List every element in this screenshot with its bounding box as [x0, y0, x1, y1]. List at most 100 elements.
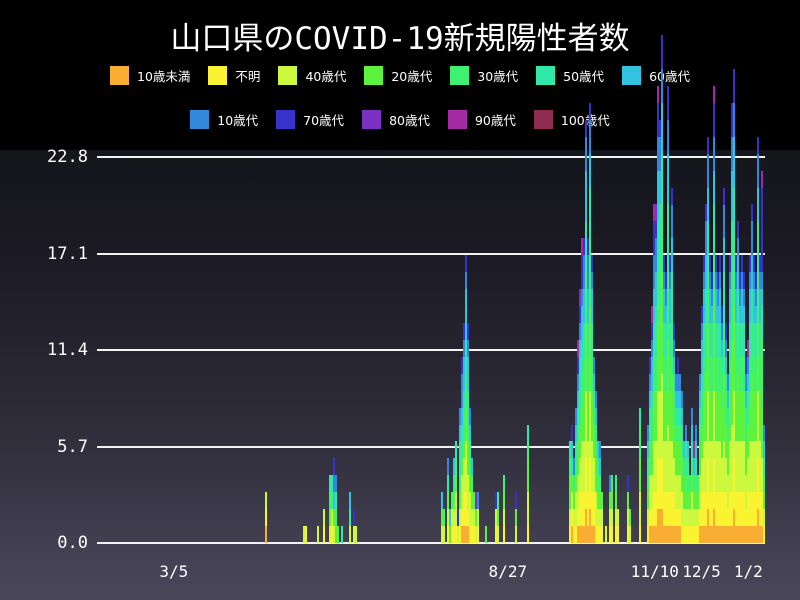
bar-column[interactable] — [749, 255, 751, 543]
bar-column[interactable] — [583, 238, 585, 543]
bar-column[interactable] — [763, 424, 765, 543]
bar-column[interactable] — [441, 492, 443, 543]
bar-column[interactable] — [671, 187, 673, 543]
bar-column[interactable] — [721, 306, 723, 543]
bar-column[interactable] — [573, 458, 575, 543]
bar-column[interactable] — [683, 441, 685, 543]
bar-column[interactable] — [735, 255, 737, 543]
bar-column[interactable] — [753, 255, 755, 543]
legend-item-10歳代[interactable]: 10歳代 — [190, 110, 258, 129]
bar-column[interactable] — [717, 272, 719, 543]
bar-column[interactable] — [467, 323, 469, 543]
bar-column[interactable] — [731, 102, 733, 543]
bar-column[interactable] — [705, 204, 707, 543]
bar-column[interactable] — [581, 238, 583, 543]
legend-item-40歳代[interactable]: 40歳代 — [278, 66, 346, 85]
bar-column[interactable] — [679, 373, 681, 543]
bar-column[interactable] — [695, 424, 697, 543]
bar-column[interactable] — [447, 458, 449, 543]
bar-column[interactable] — [355, 526, 357, 543]
bar-column[interactable] — [497, 492, 499, 543]
bar-column[interactable] — [503, 475, 505, 543]
bar-column[interactable] — [451, 492, 453, 543]
bar-column[interactable] — [611, 475, 613, 543]
bar-column[interactable] — [747, 339, 749, 543]
bar-column[interactable] — [449, 509, 451, 543]
bar-column[interactable] — [701, 306, 703, 543]
bar-column[interactable] — [739, 272, 741, 543]
bar-column[interactable] — [605, 526, 607, 543]
bar-column[interactable] — [665, 272, 667, 543]
bar-column[interactable] — [455, 441, 457, 543]
bar-column[interactable] — [599, 441, 601, 543]
bar-column[interactable] — [485, 526, 487, 543]
bar-column[interactable] — [661, 35, 663, 543]
bar-column[interactable] — [761, 170, 763, 543]
legend-item-60歳代[interactable]: 60歳代 — [622, 66, 690, 85]
bar-column[interactable] — [673, 323, 675, 543]
bar-column[interactable] — [577, 339, 579, 543]
bar-column[interactable] — [751, 204, 753, 543]
bar-column[interactable] — [465, 255, 467, 543]
bar-column[interactable] — [341, 526, 343, 543]
bar-column[interactable] — [265, 492, 267, 543]
bar-column[interactable] — [707, 136, 709, 543]
legend-item-100歳代[interactable]: 100歳代 — [533, 110, 610, 129]
bar-column[interactable] — [615, 475, 617, 543]
bar-column[interactable] — [495, 492, 497, 543]
bar-column[interactable] — [443, 509, 445, 543]
bar-column[interactable] — [687, 441, 689, 543]
bar-column[interactable] — [593, 356, 595, 543]
bar-column[interactable] — [527, 424, 529, 543]
bar-column[interactable] — [323, 509, 325, 543]
bar-column[interactable] — [697, 475, 699, 543]
bar-column[interactable] — [595, 390, 597, 543]
bar-column[interactable] — [719, 255, 721, 543]
bar-column[interactable] — [579, 289, 581, 543]
bar-column[interactable] — [663, 255, 665, 543]
bar-column[interactable] — [711, 272, 713, 543]
bar-column[interactable] — [333, 458, 335, 543]
bar-column[interactable] — [681, 390, 683, 543]
bar-column[interactable] — [743, 272, 745, 543]
bar-column[interactable] — [741, 255, 743, 543]
bar-column[interactable] — [745, 356, 747, 543]
bar-column[interactable] — [469, 407, 471, 543]
bar-column[interactable] — [755, 272, 757, 543]
bar-column[interactable] — [737, 221, 739, 543]
bar-column[interactable] — [473, 492, 475, 543]
bar-column[interactable] — [609, 475, 611, 543]
bar-column[interactable] — [459, 407, 461, 543]
bar-column[interactable] — [515, 492, 517, 543]
bar-column[interactable] — [589, 102, 591, 543]
bar-column[interactable] — [463, 323, 465, 543]
bar-column[interactable] — [677, 356, 679, 543]
bar-column[interactable] — [715, 255, 717, 543]
bar-column[interactable] — [713, 86, 715, 543]
bar-column[interactable] — [709, 255, 711, 543]
legend-item-20歳代[interactable]: 20歳代 — [364, 66, 432, 85]
legend-item-90歳代[interactable]: 90歳代 — [447, 110, 516, 129]
bar-column[interactable] — [757, 136, 759, 543]
bar-column[interactable] — [471, 458, 473, 543]
bar-column[interactable] — [331, 475, 333, 543]
legend-item-30歳代[interactable]: 30歳代 — [450, 66, 518, 85]
bar-column[interactable] — [335, 475, 337, 543]
legend-item-10歳未満[interactable]: 10歳未満 — [110, 66, 190, 85]
bar-column[interactable] — [617, 509, 619, 543]
bar-column[interactable] — [585, 119, 587, 543]
bar-column[interactable] — [689, 475, 691, 543]
bar-column[interactable] — [729, 255, 731, 543]
bar-column[interactable] — [693, 441, 695, 543]
bar-column[interactable] — [759, 255, 761, 543]
legend-item-50歳代[interactable]: 50歳代 — [536, 66, 604, 85]
bar-column[interactable] — [657, 86, 659, 543]
bar-column[interactable] — [699, 373, 701, 543]
bar-column[interactable] — [457, 509, 459, 543]
bar-column[interactable] — [571, 424, 573, 543]
bar-column[interactable] — [349, 492, 351, 543]
bar-column[interactable] — [639, 407, 641, 543]
bar-column[interactable] — [727, 373, 729, 543]
bar-column[interactable] — [587, 238, 589, 543]
bar-column[interactable] — [675, 373, 677, 543]
